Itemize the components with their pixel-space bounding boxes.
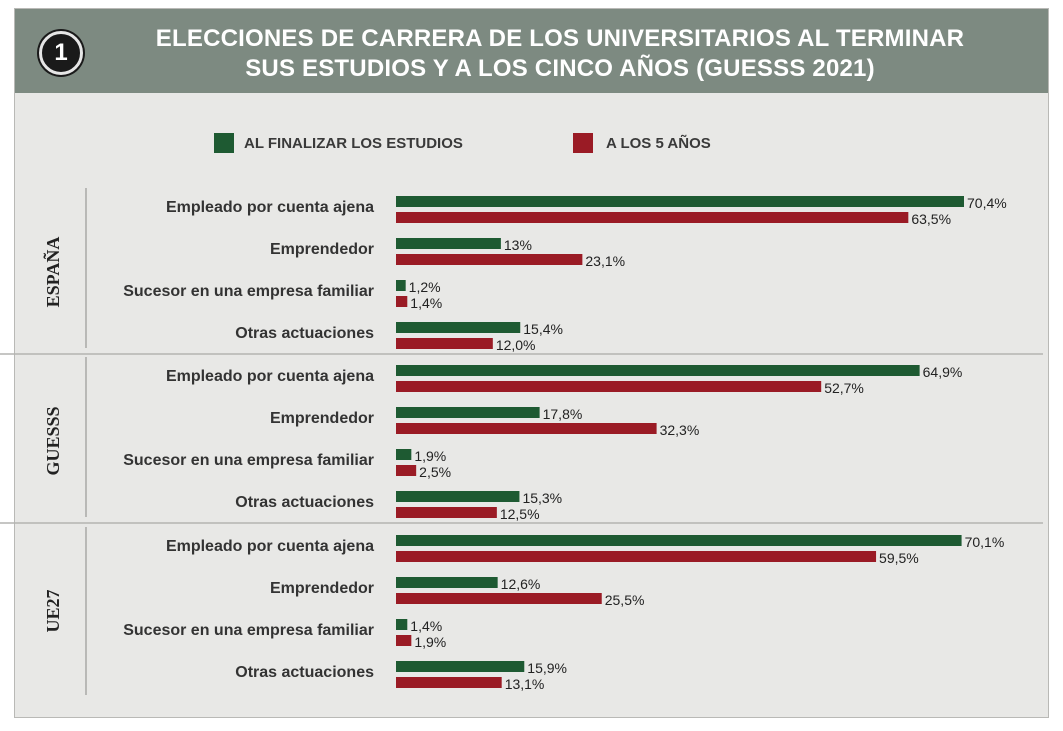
data-label: 2,5%: [419, 464, 451, 480]
category-label: Otras actuaciones: [235, 664, 374, 681]
bar-a-los-5-anos: [396, 254, 583, 265]
data-label: 64,9%: [923, 364, 963, 380]
data-label: 1,9%: [414, 634, 446, 650]
data-label: 17,8%: [543, 406, 583, 422]
bar-al-finalizar: [396, 407, 540, 418]
data-label: 12,6%: [501, 576, 541, 592]
legend-label-series-2: A LOS 5 AÑOS: [606, 135, 711, 152]
category-label: Sucesor en una empresa familiar: [123, 452, 374, 469]
bar-al-finalizar: [396, 449, 412, 460]
bar-a-los-5-anos: [396, 296, 408, 307]
chart-title-line-1: ELECCIONES DE CARRERA DE LOS UNIVERSITAR…: [155, 25, 965, 52]
bar-al-finalizar: [396, 365, 920, 376]
data-label: 1,2%: [409, 279, 441, 295]
bar-a-los-5-anos: [396, 507, 497, 518]
bar-a-los-5-anos: [396, 423, 657, 434]
data-label: 12,0%: [496, 337, 536, 353]
data-label: 13,1%: [505, 676, 545, 692]
bar-al-finalizar: [396, 619, 408, 630]
bar-a-los-5-anos: [396, 381, 822, 392]
group-label-españa: ESPAÑA: [42, 237, 63, 308]
category-label: Otras actuaciones: [235, 494, 374, 511]
bar-al-finalizar: [396, 491, 520, 502]
figure-number-badge: 1: [39, 31, 83, 75]
data-label: 12,5%: [500, 506, 540, 522]
bar-a-los-5-anos: [396, 338, 493, 349]
category-label: Sucesor en una empresa familiar: [123, 283, 374, 300]
category-label: Sucesor en una empresa familiar: [123, 622, 374, 639]
category-label: Otras actuaciones: [235, 325, 374, 342]
legend-swatch-series-1: [214, 133, 234, 153]
category-label: Emprendedor: [270, 410, 374, 427]
bar-al-finalizar: [396, 322, 521, 333]
bar-a-los-5-anos: [396, 635, 412, 646]
data-label: 15,3%: [522, 490, 562, 506]
bar-a-los-5-anos: [396, 593, 602, 604]
category-label: Empleado por cuenta ajena: [166, 199, 374, 216]
group-label-ue27: UE27: [43, 589, 63, 632]
category-label: Emprendedor: [270, 580, 374, 597]
category-label: Emprendedor: [270, 241, 374, 258]
bar-a-los-5-anos: [396, 677, 502, 688]
category-label: Empleado por cuenta ajena: [166, 538, 374, 555]
bar-al-finalizar: [396, 280, 406, 291]
data-label: 23,1%: [585, 253, 625, 269]
data-label: 1,4%: [410, 618, 442, 634]
data-label: 59,5%: [879, 550, 919, 566]
chart-title-line-2: SUS ESTUDIOS Y A LOS CINCO AÑOS (GUESSS …: [245, 55, 875, 82]
data-label: 1,4%: [410, 295, 442, 311]
data-label: 15,4%: [523, 321, 563, 337]
data-label: 70,4%: [967, 195, 1007, 211]
bar-al-finalizar: [396, 577, 498, 588]
bar-al-finalizar: [396, 535, 962, 546]
bar-al-finalizar: [396, 661, 525, 672]
bar-al-finalizar: [396, 238, 501, 249]
data-label: 25,5%: [605, 592, 645, 608]
data-label: 32,3%: [660, 422, 700, 438]
bar-al-finalizar: [396, 196, 964, 207]
data-label: 63,5%: [911, 211, 951, 227]
category-label: Empleado por cuenta ajena: [166, 368, 374, 385]
data-label: 13%: [504, 237, 532, 253]
data-label: 52,7%: [824, 380, 864, 396]
bar-a-los-5-anos: [396, 465, 417, 476]
bar-a-los-5-anos: [396, 551, 877, 562]
group-label-guesss: GUESSS: [43, 406, 63, 475]
data-label: 15,9%: [527, 660, 567, 676]
legend-label-series-1: AL FINALIZAR LOS ESTUDIOS: [244, 135, 463, 152]
bar-a-los-5-anos: [396, 212, 909, 223]
data-label: 70,1%: [965, 534, 1005, 550]
data-label: 1,9%: [414, 448, 446, 464]
title-banner: 1 ELECCIONES DE CARRERA DE LOS UNIVERSIT…: [15, 9, 1048, 93]
legend-swatch-series-2: [573, 133, 593, 153]
